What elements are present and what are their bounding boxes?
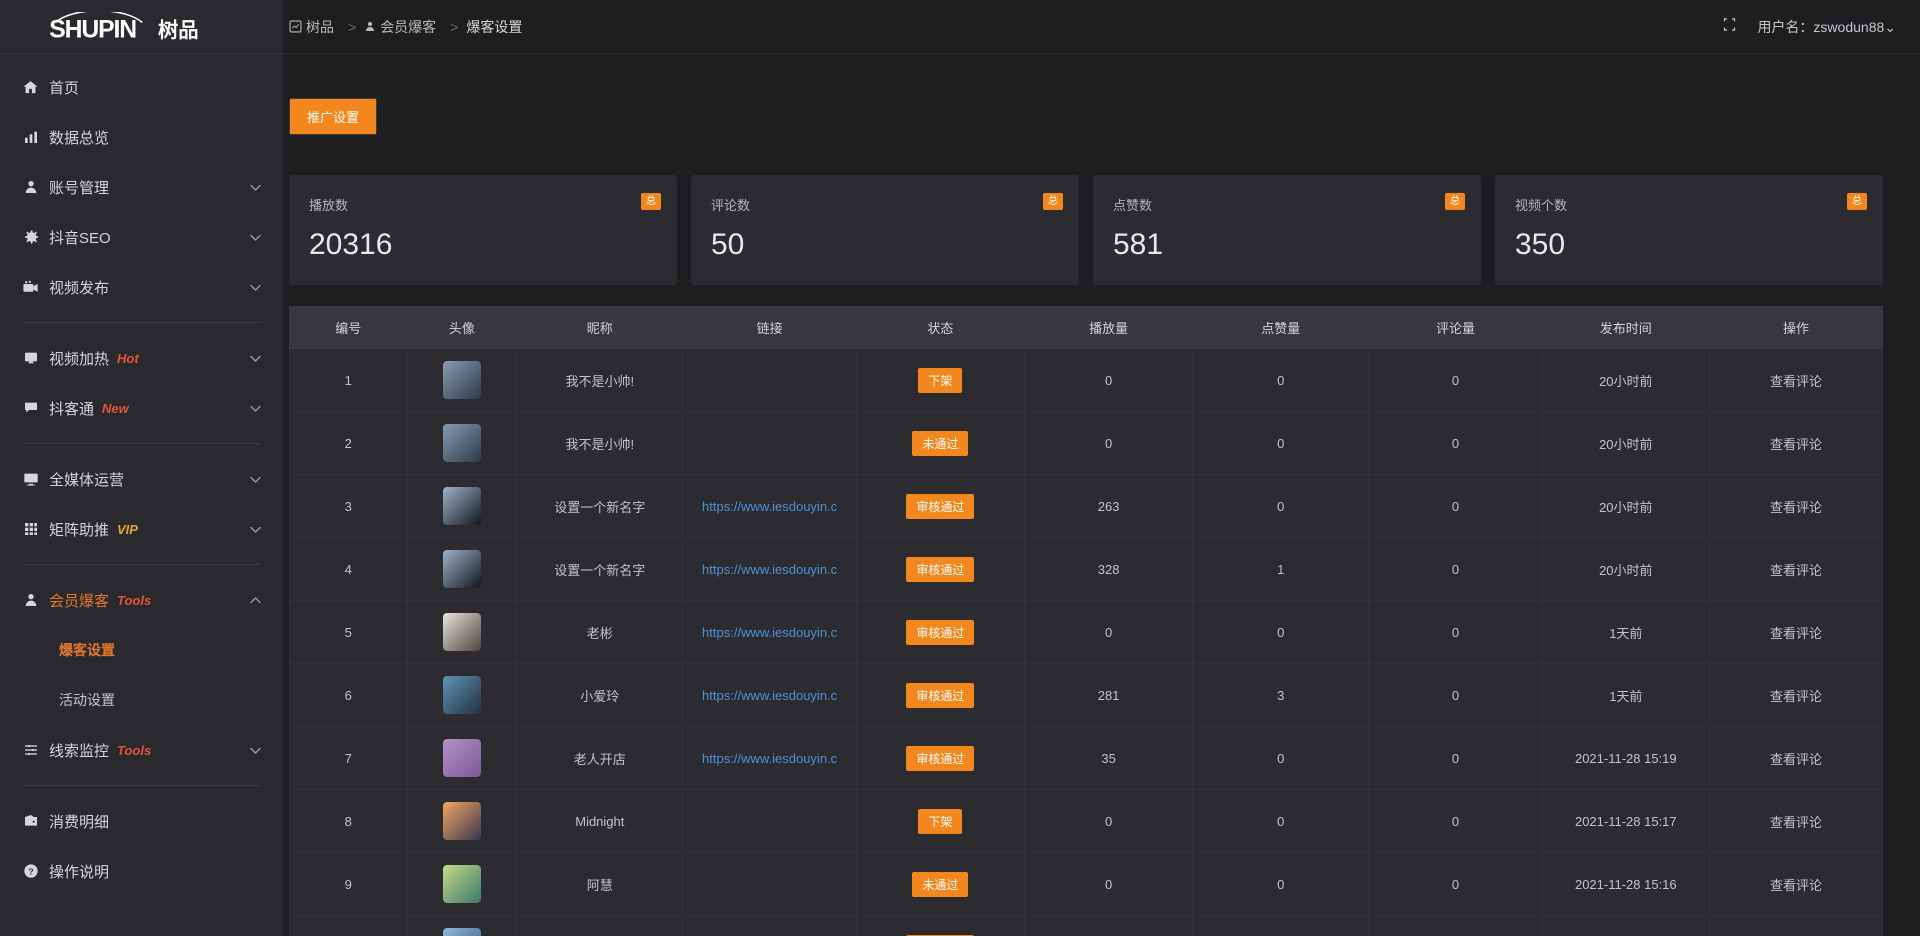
svg-text:?: ?: [28, 866, 33, 876]
svg-text:树品: 树品: [158, 17, 199, 41]
svg-text:SHUPIN: SHUPIN: [49, 16, 136, 42]
